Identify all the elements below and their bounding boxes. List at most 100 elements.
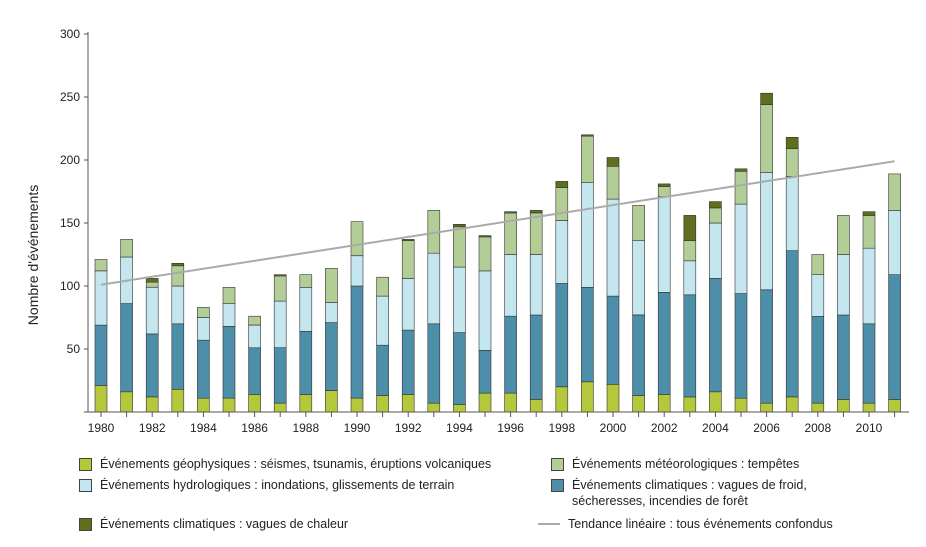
bar-segment-2003-s3: [683, 240, 697, 262]
x-tick-label-1984: 1984: [190, 421, 217, 435]
bar-segment-2009-s1: [837, 314, 850, 400]
x-tick-label-1990: 1990: [344, 421, 371, 435]
bar-segment-1980-s2: [94, 270, 108, 326]
bar-segment-1984-s3: [197, 307, 210, 318]
bar-segment-1985-s0: [222, 397, 236, 413]
bar-segment-1996-s1: [504, 315, 517, 394]
bar-segment-1991-s1: [376, 344, 389, 396]
bar-segment-2011-s1: [888, 274, 901, 400]
bar-segment-2005-s3: [734, 171, 748, 205]
bar-segment-2006-s4: [760, 92, 773, 105]
bar-segment-2010-s3: [862, 215, 876, 249]
y-axis-label: Nombre d'événements: [25, 185, 41, 325]
bar-segment-1994-s4: [453, 224, 466, 228]
bar-segment-1997-s2: [529, 254, 543, 316]
bar-segment-1997-s1: [529, 314, 543, 400]
x-tick-label-2008: 2008: [804, 421, 831, 435]
bar-segment-2009-s3: [837, 215, 850, 255]
bar-segment-1996-s4: [504, 211, 517, 214]
bar-segment-2003-s0: [683, 396, 697, 413]
bar-segment-1997-s3: [529, 212, 543, 255]
bar-segment-2006-s1: [760, 289, 773, 404]
bar-segment-1987-s1: [273, 347, 287, 404]
x-tick-label-2010: 2010: [856, 421, 883, 435]
bar-segment-1988-s2: [299, 286, 313, 332]
legend-swatch-geophysical: [79, 458, 92, 471]
bar-segment-2000-s2: [606, 198, 620, 297]
bar-segment-2011-s2: [888, 210, 901, 275]
legend-label-meteorological: Événements météorologiques : tempêtes: [572, 457, 800, 471]
legend-item-geophysical: Événements géophysiques : séismes, tsuna…: [79, 456, 491, 472]
bar-segment-1994-s1: [453, 332, 466, 405]
bar-segment-1999-s3: [581, 135, 594, 184]
bar-segment-1992-s3: [401, 240, 415, 279]
bar-segment-1982-s4: [145, 278, 159, 283]
bar-segment-2002-s1: [657, 291, 671, 395]
bar-segment-1980-s1: [94, 324, 108, 386]
bar-segment-1996-s3: [504, 212, 517, 255]
bar-segment-2004-s1: [709, 278, 722, 393]
x-tick-label-1982: 1982: [139, 421, 166, 435]
legend-swatch-heatwave: [79, 518, 92, 531]
bar-segment-1992-s2: [401, 278, 415, 331]
bar-segment-1996-s2: [504, 254, 517, 317]
bar-segment-1985-s3: [222, 286, 236, 304]
bar-segment-2007-s0: [785, 396, 799, 413]
legend-swatch-hydrological: [79, 479, 92, 492]
x-tick-label-2004: 2004: [702, 421, 729, 435]
legend-item-heatwave: Événements climatiques : vagues de chale…: [79, 516, 348, 532]
bar-segment-1992-s0: [401, 394, 415, 413]
bar-segment-2008-s1: [811, 315, 825, 404]
bar-segment-1983-s2: [171, 285, 185, 325]
bar-segment-1993-s2: [427, 252, 441, 325]
bar-segment-1998-s4: [555, 181, 569, 188]
bar-segment-1991-s2: [376, 295, 389, 346]
legend: Événements géophysiques : séismes, tsuna…: [0, 450, 926, 545]
bar-segment-1987-s2: [273, 300, 287, 349]
bar-segment-1989-s1: [325, 322, 338, 391]
bar-segment-2010-s0: [862, 402, 876, 413]
bar-segment-2004-s0: [709, 391, 722, 413]
bar-segment-2000-s3: [606, 166, 620, 200]
bar-segment-1980-s3: [94, 259, 108, 272]
bar-segment-2008-s3: [811, 254, 825, 276]
y-tick-label: 150: [60, 216, 80, 230]
bar-segment-1988-s1: [299, 331, 313, 395]
bar-segment-2002-s0: [657, 394, 671, 413]
bar-segment-1995-s0: [478, 392, 492, 413]
bar-segment-2010-s4: [862, 211, 876, 216]
bar-segment-2006-s2: [760, 172, 773, 291]
bar-segment-1998-s3: [555, 187, 569, 221]
bar-segment-2004-s2: [709, 222, 722, 279]
bar-segment-2007-s3: [785, 148, 799, 177]
bar-segment-2001-s0: [632, 395, 645, 413]
y-tick-label: 50: [67, 342, 81, 356]
bar-segment-2000-s0: [606, 383, 620, 413]
bar-segment-1986-s0: [248, 394, 261, 413]
bar-segment-1981-s3: [120, 239, 133, 258]
bar-segment-2007-s1: [785, 250, 799, 398]
legend-item-hydrological: Événements hydrologiques : inondations, …: [79, 477, 454, 493]
bar-segment-2001-s1: [632, 314, 645, 396]
legend-label-climatic-line2: sécheresses, incendies de forêt: [572, 494, 748, 508]
bar-segment-2008-s0: [811, 402, 825, 413]
bar-segment-1983-s4: [171, 262, 185, 267]
legend-item-trend: Tendance linéaire : tous événements conf…: [538, 516, 833, 532]
legend-label-geophysical: Événements géophysiques : séismes, tsuna…: [100, 457, 492, 471]
bar-segment-1997-s4: [529, 210, 543, 214]
bar-segment-2007-s4: [785, 137, 799, 149]
bar-segment-1984-s2: [197, 317, 210, 341]
bar-segment-1986-s2: [248, 324, 261, 349]
bar-segment-1990-s1: [350, 285, 364, 399]
bar-segment-1983-s0: [171, 388, 185, 413]
bar-segment-2009-s2: [837, 254, 850, 316]
bar-segment-1992-s4: [401, 239, 415, 241]
x-tick-label-1994: 1994: [446, 421, 473, 435]
bar-segment-2001-s3: [632, 205, 645, 241]
bar-segment-1993-s1: [427, 323, 441, 404]
bar-segment-1993-s0: [427, 402, 441, 413]
bar-segment-2002-s2: [657, 196, 671, 293]
legend-item-climatic: Événements climatiques : vagues de froid…: [551, 477, 807, 509]
bar-segment-1990-s2: [350, 255, 364, 287]
legend-label-hydrological: Événements hydrologiques : inondations, …: [100, 478, 455, 492]
